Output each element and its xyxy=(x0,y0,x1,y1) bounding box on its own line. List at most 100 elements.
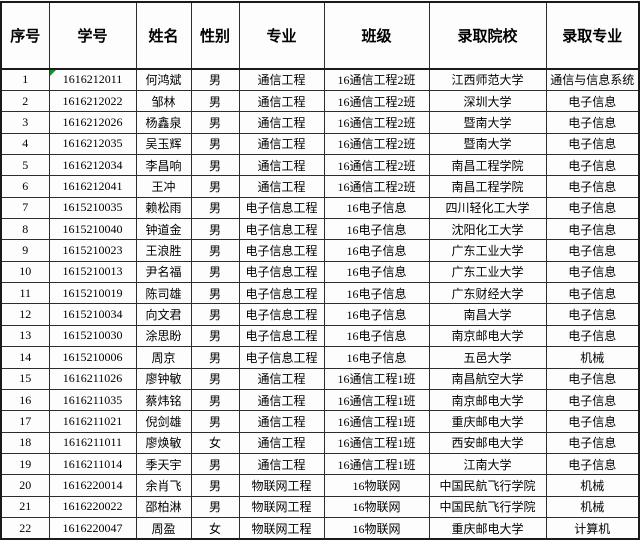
cell-student-id[interactable]: 1615210019 xyxy=(48,282,137,305)
cell-student-id[interactable]: 1616211021 xyxy=(48,410,137,433)
cell-admission-major[interactable]: 电子信息 xyxy=(545,431,640,454)
cell-admission-major[interactable]: 电子信息 xyxy=(545,410,640,433)
cell-index[interactable]: 7 xyxy=(0,196,50,220)
cell-gender[interactable]: 男 xyxy=(190,410,240,433)
header-cell-gender[interactable]: 性别 xyxy=(190,1,240,70)
cell-major[interactable]: 电子信息工程 xyxy=(238,239,325,262)
cell-gender[interactable]: 男 xyxy=(190,346,240,369)
cell-student-id[interactable]: 1615210006 xyxy=(48,346,137,369)
cell-class[interactable]: 16电子信息 xyxy=(323,324,430,348)
cell-admission-major[interactable]: 计算机 xyxy=(545,517,640,540)
cell-index[interactable]: 21 xyxy=(0,495,50,519)
cell-major[interactable]: 电子信息工程 xyxy=(238,346,325,369)
cell-admission-major[interactable]: 通信与信息系统 xyxy=(545,68,640,91)
cell-major[interactable]: 电子信息工程 xyxy=(238,218,325,241)
cell-gender[interactable]: 女 xyxy=(190,431,240,454)
cell-admission-school[interactable]: 南昌工程学院 xyxy=(428,175,547,198)
cell-gender[interactable]: 男 xyxy=(190,132,240,155)
cell-student-id[interactable]: 1615210023 xyxy=(48,239,137,262)
cell-admission-major[interactable]: 电子信息 xyxy=(545,282,640,305)
cell-name[interactable]: 钟道金 xyxy=(135,218,192,241)
cell-gender[interactable]: 男 xyxy=(190,324,240,348)
header-cell-student-id[interactable]: 学号 xyxy=(48,1,137,70)
cell-student-id[interactable]: 1615210035 xyxy=(48,196,137,220)
cell-class[interactable]: 16通信工程1班 xyxy=(323,431,430,454)
cell-major[interactable]: 通信工程 xyxy=(238,68,325,91)
cell-class[interactable]: 16物联网 xyxy=(323,474,430,497)
cell-major[interactable]: 通信工程 xyxy=(238,452,325,476)
cell-index[interactable]: 5 xyxy=(0,153,50,177)
cell-admission-major[interactable]: 机械 xyxy=(545,474,640,497)
cell-index[interactable]: 9 xyxy=(0,239,50,262)
cell-name[interactable]: 王冲 xyxy=(135,175,192,198)
cell-class[interactable]: 16电子信息 xyxy=(323,346,430,369)
cell-major[interactable]: 物联网工程 xyxy=(238,495,325,519)
header-cell-index[interactable]: 序号 xyxy=(0,1,50,70)
cell-gender[interactable]: 男 xyxy=(190,303,240,326)
cell-admission-major[interactable]: 电子信息 xyxy=(545,260,640,284)
cell-index[interactable]: 20 xyxy=(0,474,50,497)
cell-gender[interactable]: 男 xyxy=(190,388,240,412)
cell-gender[interactable]: 男 xyxy=(190,239,240,262)
cell-major[interactable]: 电子信息工程 xyxy=(238,282,325,305)
cell-admission-school[interactable]: 中国民航飞行学院 xyxy=(428,495,547,519)
cell-major[interactable]: 通信工程 xyxy=(238,175,325,198)
cell-name[interactable]: 邵柏淋 xyxy=(135,495,192,519)
cell-student-id[interactable]: 1616212035 xyxy=(48,132,137,155)
cell-admission-school[interactable]: 重庆邮电大学 xyxy=(428,410,547,433)
cell-admission-school[interactable]: 广东工业大学 xyxy=(428,239,547,262)
cell-name[interactable]: 李昌响 xyxy=(135,153,192,177)
cell-student-id[interactable]: 1616211014 xyxy=(48,452,137,476)
cell-admission-school[interactable]: 深圳大学 xyxy=(428,89,547,113)
cell-student-id[interactable]: 1616212011 xyxy=(48,68,137,91)
cell-major[interactable]: 通信工程 xyxy=(238,388,325,412)
cell-class[interactable]: 16电子信息 xyxy=(323,260,430,284)
cell-name[interactable]: 杨鑫泉 xyxy=(135,111,192,134)
cell-class[interactable]: 16物联网 xyxy=(323,495,430,519)
cell-class[interactable]: 16电子信息 xyxy=(323,218,430,241)
cell-student-id[interactable]: 1616211035 xyxy=(48,388,137,412)
cell-name[interactable]: 蔡炜铭 xyxy=(135,388,192,412)
cell-student-id[interactable]: 1616220022 xyxy=(48,495,137,519)
cell-student-id[interactable]: 1616212026 xyxy=(48,111,137,134)
cell-name[interactable]: 王浪胜 xyxy=(135,239,192,262)
cell-student-id[interactable]: 1615210034 xyxy=(48,303,137,326)
cell-admission-school[interactable]: 江南大学 xyxy=(428,452,547,476)
cell-admission-school[interactable]: 广东财经大学 xyxy=(428,282,547,305)
cell-name[interactable]: 何鸿斌 xyxy=(135,68,192,91)
cell-gender[interactable]: 男 xyxy=(190,474,240,497)
cell-admission-major[interactable]: 电子信息 xyxy=(545,324,640,348)
cell-admission-school[interactable]: 重庆邮电大学 xyxy=(428,517,547,540)
header-cell-major[interactable]: 专业 xyxy=(238,1,325,70)
cell-index[interactable]: 10 xyxy=(0,260,50,284)
cell-admission-school[interactable]: 暨南大学 xyxy=(428,111,547,134)
cell-major[interactable]: 通信工程 xyxy=(238,153,325,177)
cell-name[interactable]: 向文君 xyxy=(135,303,192,326)
cell-class[interactable]: 16通信工程1班 xyxy=(323,452,430,476)
cell-name[interactable]: 周京 xyxy=(135,346,192,369)
cell-name[interactable]: 尹名福 xyxy=(135,260,192,284)
cell-index[interactable]: 6 xyxy=(0,175,50,198)
cell-class[interactable]: 16通信工程2班 xyxy=(323,89,430,113)
cell-gender[interactable]: 男 xyxy=(190,175,240,198)
cell-index[interactable]: 2 xyxy=(0,89,50,113)
cell-admission-school[interactable]: 暨南大学 xyxy=(428,132,547,155)
cell-gender[interactable]: 男 xyxy=(190,111,240,134)
cell-name[interactable]: 赖松雨 xyxy=(135,196,192,220)
cell-class[interactable]: 16通信工程2班 xyxy=(323,175,430,198)
cell-major[interactable]: 通信工程 xyxy=(238,410,325,433)
cell-admission-school[interactable]: 南昌大学 xyxy=(428,303,547,326)
cell-admission-major[interactable]: 电子信息 xyxy=(545,388,640,412)
cell-admission-major[interactable]: 电子信息 xyxy=(545,452,640,476)
cell-admission-major[interactable]: 电子信息 xyxy=(545,175,640,198)
cell-class[interactable]: 16通信工程1班 xyxy=(323,367,430,390)
cell-major[interactable]: 电子信息工程 xyxy=(238,303,325,326)
cell-gender[interactable]: 男 xyxy=(190,260,240,284)
cell-admission-major[interactable]: 机械 xyxy=(545,495,640,519)
cell-class[interactable]: 16通信工程2班 xyxy=(323,132,430,155)
cell-admission-major[interactable]: 电子信息 xyxy=(545,367,640,390)
cell-class[interactable]: 16通信工程2班 xyxy=(323,68,430,91)
cell-student-id[interactable]: 1616220014 xyxy=(48,474,137,497)
cell-major[interactable]: 电子信息工程 xyxy=(238,324,325,348)
cell-admission-school[interactable]: 中国民航飞行学院 xyxy=(428,474,547,497)
